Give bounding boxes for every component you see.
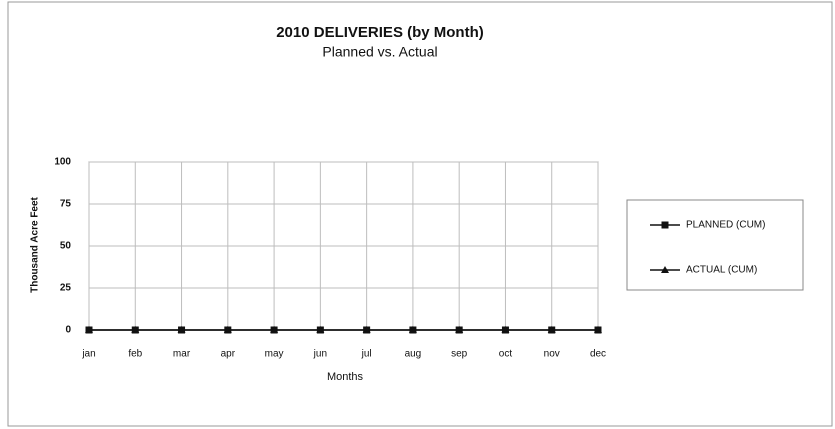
y-tick-label: 100 bbox=[54, 157, 71, 168]
marker bbox=[85, 326, 93, 333]
x-tick-label: mar bbox=[173, 349, 191, 360]
y-tick-label: 50 bbox=[60, 241, 72, 252]
marker bbox=[362, 326, 371, 333]
x-tick-label: may bbox=[265, 349, 284, 360]
x-tick-label: jun bbox=[313, 349, 327, 360]
y-tick-label: 25 bbox=[60, 283, 72, 294]
x-tick-label: feb bbox=[128, 349, 142, 360]
x-tick-label: nov bbox=[544, 349, 560, 360]
marker bbox=[594, 326, 602, 333]
x-tick-label: oct bbox=[499, 349, 513, 360]
y-axis-label: Thousand Acre Feet bbox=[30, 196, 41, 292]
x-tick-label: sep bbox=[451, 349, 468, 360]
x-axis-label: Months bbox=[327, 371, 364, 383]
marker bbox=[270, 326, 279, 333]
marker bbox=[501, 326, 510, 333]
marker bbox=[547, 326, 556, 333]
chart-title: 2010 DELIVERIES (by Month) bbox=[276, 24, 484, 41]
marker bbox=[661, 221, 669, 229]
marker bbox=[177, 326, 186, 333]
legend-label: PLANNED (CUM) bbox=[686, 220, 765, 231]
marker bbox=[131, 326, 140, 333]
x-tick-label: jan bbox=[81, 349, 95, 360]
marker bbox=[455, 326, 464, 333]
marker bbox=[661, 266, 669, 273]
marker bbox=[408, 326, 417, 333]
legend-box bbox=[626, 199, 804, 291]
legend-label: ACTUAL (CUM) bbox=[686, 265, 757, 276]
x-tick-label: aug bbox=[405, 349, 422, 360]
x-tick-label: apr bbox=[221, 349, 236, 360]
x-tick-label: dec bbox=[590, 349, 606, 360]
x-tick-label: jul bbox=[361, 349, 372, 360]
chart-subtitle: Planned vs. Actual bbox=[322, 44, 437, 60]
y-tick-label: 75 bbox=[60, 199, 72, 210]
marker bbox=[223, 326, 232, 333]
y-tick-label: 0 bbox=[65, 325, 71, 336]
marker bbox=[316, 326, 325, 333]
